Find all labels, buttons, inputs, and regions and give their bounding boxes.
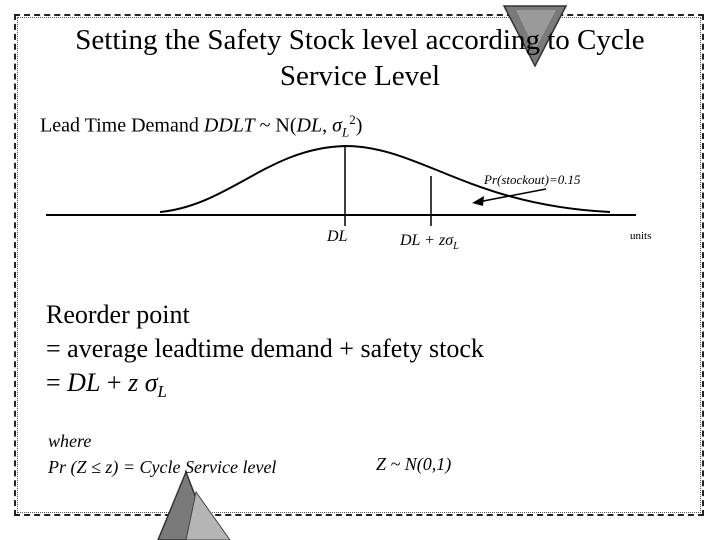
reorder-label-sub: L <box>453 241 459 253</box>
reorder-point-formula: Reorder point = average leadtime demand … <box>46 298 484 409</box>
ltd-sigma: σ <box>332 114 342 137</box>
slide-inner-border <box>17 17 701 513</box>
ltd-tilde: ~ N( <box>254 114 297 137</box>
stockout-arrow-line <box>477 188 547 203</box>
bottom-triangle-highlight <box>185 490 231 540</box>
reorder-line-1: Reorder point <box>46 300 190 329</box>
ltd-sup: 2 <box>349 112 356 127</box>
title-line-1: Setting the Safety Stock level according… <box>75 24 645 56</box>
reorder-point-label: DL + zσL <box>400 232 459 252</box>
slide-outer-border <box>14 14 704 516</box>
where-clause: where Pr (Z ≤ z) = Cycle Service level <box>48 428 276 480</box>
reorder-line-2: = average leadtime demand + safety stock <box>46 334 484 363</box>
ltd-close: ) <box>355 114 363 137</box>
stockout-arrow-head <box>472 196 484 206</box>
z-distribution-label: Z ~ N(0,1) <box>376 454 452 474</box>
ltd-mean: DL <box>296 114 323 137</box>
ltd-var: DDLT <box>203 114 255 137</box>
reorder-line3-prefix: = <box>46 368 68 397</box>
reorder-line-3: = DL + z σL <box>46 366 484 409</box>
ltd-sigma-sub: L <box>342 124 350 140</box>
axis-units-label: units <box>630 230 652 242</box>
where-line-2: Pr (Z ≤ z) = Cycle Service level <box>48 457 277 477</box>
reorder-line3-sub: L <box>157 382 167 402</box>
title-line-2: Service Level <box>279 60 441 92</box>
ltd-comma: , <box>322 114 333 137</box>
stockout-probability-label: Pr(stockout)=0.15 <box>484 172 581 187</box>
top-triangle-highlight <box>516 10 556 50</box>
reorder-line3-plus: + <box>100 368 129 397</box>
mean-label: DL <box>327 228 348 245</box>
reorder-label-sigma: σ <box>445 232 454 249</box>
reorder-line3-var: DL <box>67 368 101 397</box>
lead-time-demand-formula: Lead Time Demand DDLT ~ N(DL, σL2) <box>40 112 362 141</box>
ltd-prefix: Lead Time Demand <box>40 114 204 137</box>
where-line-1: where <box>48 431 92 451</box>
reorder-line3-sigma: σ <box>138 368 158 397</box>
reorder-line3-z: z <box>128 368 139 397</box>
reorder-label-prefix: DL + z <box>400 232 446 249</box>
slide-title: Setting the Safety Stock level according… <box>20 22 700 94</box>
